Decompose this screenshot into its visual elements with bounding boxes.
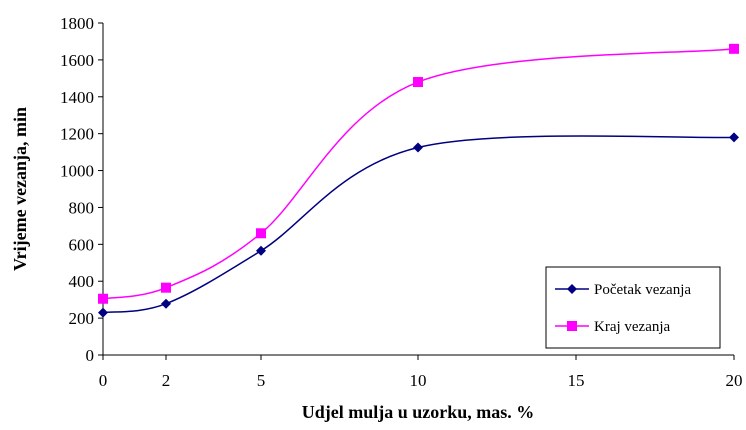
y-tick-label: 600	[69, 235, 95, 254]
data-point-square	[729, 43, 739, 54]
y-tick-label: 400	[69, 272, 95, 291]
data-point-square	[413, 77, 423, 88]
legend: Početak vezanja Kraj vezanja	[545, 266, 721, 349]
x-tick-label: 5	[257, 371, 266, 390]
data-point-diamond	[413, 142, 423, 153]
x-tick-label: 10	[410, 371, 427, 390]
data-point-diamond	[729, 132, 739, 143]
y-tick-label: 1600	[60, 51, 94, 70]
y-tick-label: 1000	[60, 162, 94, 181]
x-tick-label: 0	[99, 371, 108, 390]
data-point-square	[98, 293, 108, 304]
x-tick-label: 15	[568, 371, 585, 390]
legend-marker-start	[567, 284, 577, 294]
y-tick-label: 1400	[60, 88, 94, 107]
series-layer	[98, 43, 739, 318]
data-point-diamond	[98, 307, 108, 318]
y-ticks: 0 200 400 600 800 1000 1200 1400 1600 1800	[60, 14, 103, 365]
y-tick-label: 1200	[60, 125, 94, 144]
legend-item-start: Početak vezanja	[555, 282, 691, 298]
y-tick-label: 200	[69, 309, 95, 328]
y-tick-label: 0	[86, 346, 95, 365]
legend-label-end: Kraj vezanja	[594, 319, 671, 335]
series-end	[98, 43, 739, 304]
y-axis-title: Vrijeme vezanja, min	[10, 107, 30, 271]
x-ticks: 0 2 5 10 15 20	[99, 355, 743, 390]
legend-label-start: Početak vezanja	[594, 282, 691, 298]
axes: 0 200 400 600 800 1000 1200 1400 1600 1800 0 2 5 10 1…	[60, 14, 743, 390]
legend-box	[545, 266, 721, 349]
data-point-diamond	[256, 245, 266, 256]
legend-marker-end	[567, 321, 577, 331]
data-point-square	[161, 282, 171, 293]
x-tick-label: 20	[726, 371, 743, 390]
data-point-square	[256, 228, 266, 239]
y-tick-label: 1800	[60, 14, 94, 33]
series-start	[98, 132, 739, 318]
legend-item-end: Kraj vezanja	[555, 319, 671, 335]
x-axis-title: Udjel mulja u uzorku, mas. %	[302, 402, 535, 422]
x-tick-label: 2	[162, 371, 171, 390]
data-point-diamond	[161, 298, 171, 309]
y-tick-label: 800	[69, 198, 95, 217]
